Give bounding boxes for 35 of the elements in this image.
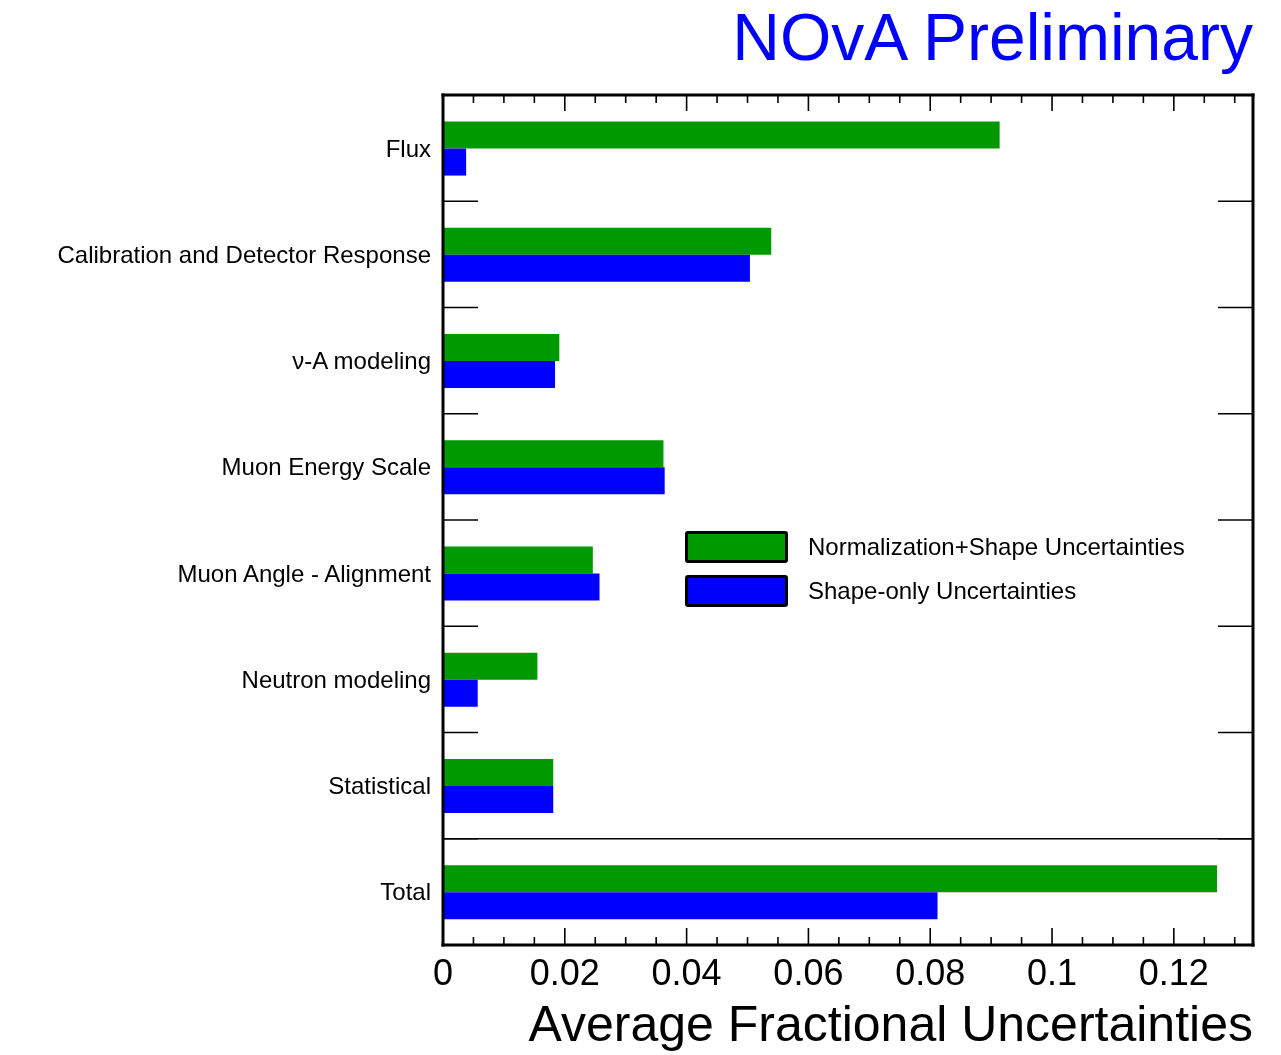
x-axis-title: Average Fractional Uncertainties	[528, 996, 1253, 1052]
bar	[443, 759, 554, 787]
bar	[443, 573, 600, 601]
bar	[443, 652, 538, 680]
y-tick-label: Total	[380, 878, 431, 906]
x-tick-label: 0.04	[651, 952, 722, 993]
x-tick-label: 0.02	[529, 952, 600, 993]
chart-title: NOvA Preliminary	[732, 0, 1253, 74]
y-tick-label: Neutron modeling	[241, 665, 431, 693]
bar	[443, 892, 938, 920]
bar	[443, 334, 560, 362]
bar	[443, 679, 478, 707]
bar	[443, 440, 664, 468]
y-tick-label: Calibration and Detector Response	[57, 240, 431, 268]
y-tick-label: Statistical	[328, 772, 431, 800]
x-tick-label: 0.12	[1138, 952, 1209, 993]
y-tick-label: Muon Angle - Alignment	[177, 559, 432, 587]
bar	[443, 121, 1000, 149]
y-tick-label: Muon Energy Scale	[221, 453, 431, 481]
y-tick-label: Flux	[385, 134, 431, 162]
x-tick-label: 0	[432, 952, 454, 993]
bar	[443, 148, 467, 176]
bar	[443, 361, 556, 389]
bar	[443, 786, 554, 814]
legend-label: Normalization+Shape Uncertainties	[808, 533, 1185, 561]
bar	[443, 865, 1218, 893]
x-tick-label: 0.08	[895, 952, 966, 993]
bar	[443, 227, 772, 255]
y-tick-label: ν-A modeling	[292, 347, 431, 375]
bar	[443, 467, 665, 495]
bar	[443, 254, 750, 282]
bar	[443, 546, 593, 574]
legend-label: Shape-only Uncertainties	[808, 576, 1077, 605]
x-tick-label: 0.06	[773, 952, 844, 993]
x-tick-label: 0.1	[1027, 952, 1078, 993]
